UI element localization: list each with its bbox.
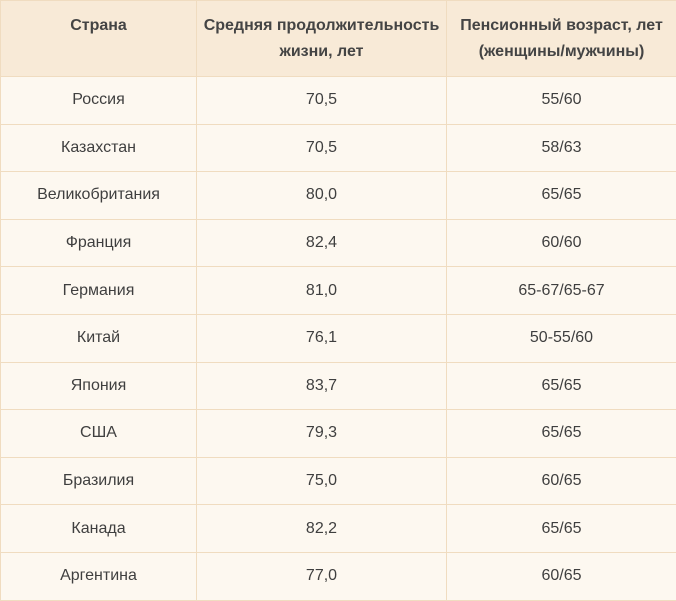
cell-life-expectancy: 70,5 xyxy=(197,124,447,172)
cell-life-expectancy: 79,3 xyxy=(197,410,447,458)
cell-life-expectancy: 83,7 xyxy=(197,362,447,410)
cell-life-expectancy: 77,0 xyxy=(197,552,447,600)
cell-retirement-age: 60/65 xyxy=(447,552,676,600)
cell-country: Германия xyxy=(1,267,197,315)
cell-retirement-age: 60/65 xyxy=(447,457,676,505)
cell-country: Япония xyxy=(1,362,197,410)
cell-country: Россия xyxy=(1,77,197,125)
cell-country: Бразилия xyxy=(1,457,197,505)
cell-country: Великобритания xyxy=(1,172,197,220)
cell-retirement-age: 65-67/65-67 xyxy=(447,267,676,315)
cell-country: США xyxy=(1,410,197,458)
header-country: Страна xyxy=(1,1,197,77)
cell-retirement-age: 60/60 xyxy=(447,219,676,267)
cell-retirement-age: 55/60 xyxy=(447,77,676,125)
cell-life-expectancy: 70,5 xyxy=(197,77,447,125)
cell-country: Франция xyxy=(1,219,197,267)
table-header: Страна Средняя продолжительность жизни, … xyxy=(1,1,676,77)
cell-life-expectancy: 80,0 xyxy=(197,172,447,220)
header-life-expectancy: Средняя продолжительность жизни, лет xyxy=(197,1,447,77)
cell-retirement-age: 65/65 xyxy=(447,505,676,553)
cell-life-expectancy: 82,4 xyxy=(197,219,447,267)
cell-life-expectancy: 81,0 xyxy=(197,267,447,315)
cell-retirement-age: 58/63 xyxy=(447,124,676,172)
cell-retirement-age: 65/65 xyxy=(447,362,676,410)
cell-country: Аргентина xyxy=(1,552,197,600)
cell-life-expectancy: 82,2 xyxy=(197,505,447,553)
cell-country: Китай xyxy=(1,314,197,362)
cell-life-expectancy: 76,1 xyxy=(197,314,447,362)
cell-retirement-age: 65/65 xyxy=(447,172,676,220)
cell-country: Канада xyxy=(1,505,197,553)
cell-country: Казахстан xyxy=(1,124,197,172)
cell-retirement-age: 65/65 xyxy=(447,410,676,458)
cell-retirement-age: 50-55/60 xyxy=(447,314,676,362)
header-retirement-age: Пенсионный возраст, лет (женщины/мужчины… xyxy=(447,1,676,77)
header-row: Страна Средняя продолжительность жизни, … xyxy=(1,1,676,77)
cell-life-expectancy: 75,0 xyxy=(197,457,447,505)
